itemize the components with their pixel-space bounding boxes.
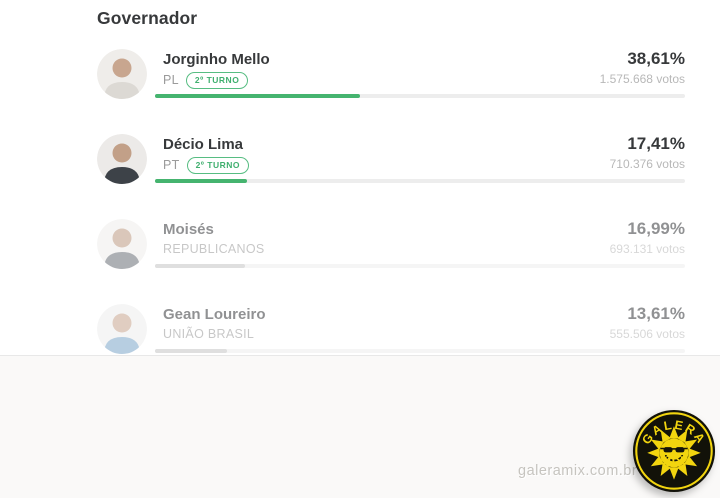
candidate-row: Décio Lima PT 2º TURNO 17,41% 710.376 vo… [97, 133, 685, 197]
person-avatar-icon [97, 219, 147, 269]
candidate-photo [97, 304, 147, 354]
candidate-row: Gean Loureiro UNIÃO BRASIL 13,61% 555.50… [97, 303, 685, 367]
person-avatar-icon [97, 304, 147, 354]
vote-bar-fill [155, 264, 246, 268]
candidate-photo [97, 49, 147, 99]
sunglasses-icon [660, 447, 688, 453]
candidate-percent: 13,61% [627, 304, 685, 323]
candidate-party: REPUBLICANOS [163, 242, 265, 256]
vote-bar-track [155, 264, 685, 268]
candidate-photo [97, 134, 147, 184]
candidate-name: Moisés [163, 221, 214, 238]
candidate-percent: 17,41% [627, 134, 685, 153]
candidate-votes: 1.575.668 votos [599, 71, 685, 86]
candidate-name: Gean Loureiro [163, 306, 266, 323]
candidate-row: Jorginho Mello PL 2º TURNO 38,61% 1.575.… [97, 48, 685, 112]
logo-bottom-text: MIX [658, 453, 687, 470]
candidate-votes: 555.506 votos [609, 326, 685, 341]
person-avatar-icon [97, 134, 147, 184]
candidate-party: PT [163, 158, 180, 173]
candidate-percent: 38,61% [627, 49, 685, 68]
candidate-percent: 16,99% [627, 219, 685, 238]
candidate-row: Moisés REPUBLICANOS 16,99% 693.131 votos [97, 218, 685, 282]
vote-bar-fill [155, 94, 360, 98]
smile-icon [666, 456, 682, 462]
vote-bar-fill [155, 349, 228, 353]
bottom-background [0, 356, 720, 498]
vote-bar-fill [155, 179, 248, 183]
watermark-text: galeramix.com.br [518, 463, 638, 479]
second-round-badge: 2º TURNO [186, 157, 249, 174]
candidate-photo [97, 219, 147, 269]
sun-icon [647, 426, 701, 480]
svg-text:MIX: MIX [658, 453, 690, 470]
vote-bar-track [155, 94, 685, 98]
candidate-name: Jorginho Mello [163, 51, 270, 68]
candidate-party: PL [163, 73, 179, 88]
divider [0, 355, 720, 356]
candidate-votes: 710.376 votos [609, 156, 685, 171]
candidate-votes: 693.131 votos [609, 241, 685, 256]
person-avatar-icon [97, 49, 147, 99]
candidate-name: Décio Lima [163, 136, 244, 153]
vote-bar-track [155, 349, 685, 353]
second-round-badge: 2º TURNO [185, 72, 249, 89]
galera-mix-logo: GALERA MIX [632, 409, 716, 493]
candidate-party: UNIÃO BRASIL [163, 327, 255, 341]
page-title: Governador [97, 8, 198, 28]
vote-bar-track [155, 179, 685, 183]
